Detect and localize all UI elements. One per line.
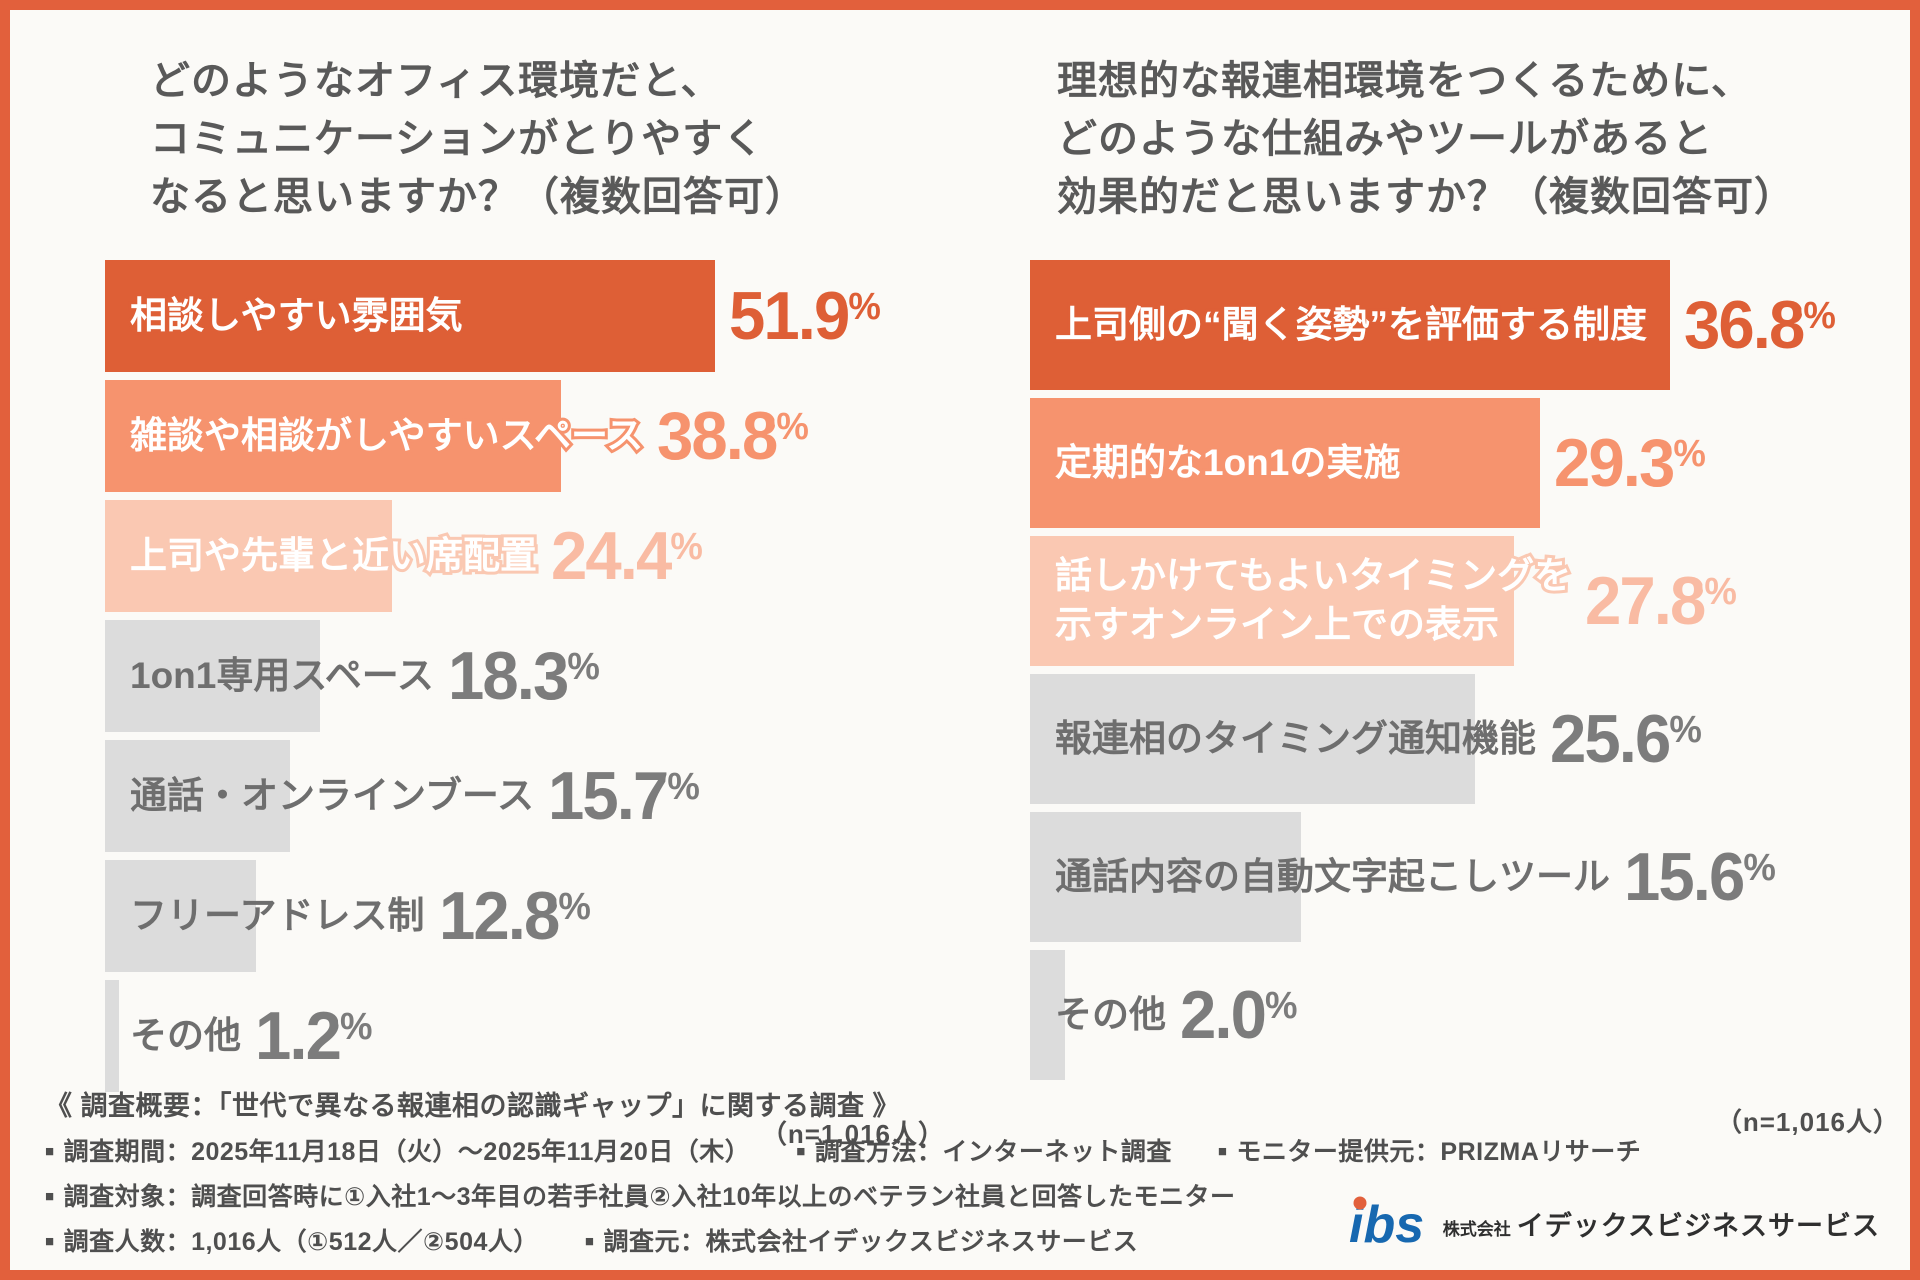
company-name: 株式会社 イデックスビジネスサービス — [1442, 1210, 1880, 1241]
chart-title-line: どのような仕組みやツールがあると — [1057, 117, 1713, 161]
bar-row: フリーアドレス制 12.8% — [105, 860, 945, 972]
chart-title-line: コミュニケーションがとりやすく — [150, 117, 765, 161]
survey-detail-line: ■ 調査期間：2025年11月18日（火）〜2025年11月20日（木） ■ 調査方法… — [45, 1132, 1641, 1168]
chart-ideal-tools: 理想的な報連相環境をつくるために、 どのような仕組みやツールがあると効果的だと思い… — [1030, 52, 1900, 1139]
square-bullet-icon: ■ — [1217, 1142, 1228, 1160]
sample-size-label: （n=1,016人） — [1715, 1107, 1900, 1137]
bar-fill — [105, 380, 562, 492]
bar-fill — [105, 500, 392, 612]
bar-value-label: 51.9% — [726, 275, 884, 357]
survey-overview-heading: 《 調査概要：「世代で異なる報連相の認識ギャップ」に関する調査 》 — [45, 1091, 901, 1121]
chart-title-line: なると思いますか？（複数回答可） — [150, 175, 806, 219]
bar-value-label: 2.0% — [1177, 974, 1300, 1056]
survey-detail-item: ■ 調査方法：インターネット調査 — [796, 1138, 1172, 1166]
bar-value-label: 24.4% — [548, 515, 706, 597]
bar-row: 1on1専用スペース 18.3% — [105, 620, 945, 732]
sample-size-label: （n=1,016人） — [760, 1119, 945, 1149]
bar-category-label: 通話内容の自動文字起こしツール — [1055, 855, 1610, 897]
bar-row: 話しかけてもよいタイミングを 示すオンライン上での表示 27.8% — [1030, 536, 1900, 666]
survey-detail-item: ■ 調査元：株式会社イデックスビジネスサービス — [584, 1228, 1139, 1256]
survey-detail-line: ■ 調査対象：調査回答時に①入社1〜3年目の若手社員②入社10年以上のベテラン社員… — [45, 1177, 1641, 1213]
bar-row: 通話内容の自動文字起こしツール 15.6% — [1030, 812, 1900, 942]
bar-category-label: 雑談や相談がしやすいスペース — [127, 412, 646, 459]
bar-fill — [105, 980, 120, 1092]
bar-row: その他 2.0% — [1030, 950, 1900, 1080]
bar-row: 通話・オンラインブース 15.7% — [105, 740, 945, 852]
bar-row: 上司側の“聞く姿勢”を評価する制度 36.8% — [1030, 260, 1900, 390]
bar-value-label: 36.8% — [1681, 284, 1839, 366]
bar-category-label: 上司や先輩と近い席配置 — [127, 532, 540, 579]
bar-value-label: 38.8% — [654, 395, 812, 477]
company-logo: ibs 株式会社 イデックスビジネスサービス — [1347, 1194, 1880, 1252]
survey-detail-item: ■ 調査期間：2025年11月18日（火）〜2025年11月20日（木） — [45, 1138, 751, 1166]
bar-category-label: フリーアドレス制 — [130, 894, 425, 936]
bar-value-label: 18.3% — [445, 635, 603, 717]
bar-category-label: 1on1専用スペース — [130, 654, 434, 696]
company-prefix: 株式会社 — [1442, 1219, 1511, 1239]
bar-category-label: その他 — [130, 1014, 241, 1056]
bar-fill — [1030, 674, 1476, 804]
bar-row: 雑談や相談がしやすいスペース 38.8% — [105, 380, 945, 492]
bar-value-label: 12.8% — [436, 875, 594, 957]
bar-fill — [105, 620, 321, 732]
survey-detail-item: ■ モニター提供元：PRIZMAリサーチ — [1217, 1138, 1642, 1166]
bar-fill — [1030, 260, 1671, 390]
bar-fill — [105, 260, 716, 372]
bar-category-label: 定期的な1on1の実施 — [1052, 439, 1403, 486]
survey-detail-line: ■ 調査人数：1,016人（①512人／②504人） ■ 調査元：株式会社イデックスビ… — [45, 1222, 1641, 1258]
bar-value-label: 25.6% — [1547, 698, 1705, 780]
bar-category-label: 通話・オンラインブース — [130, 774, 535, 816]
square-bullet-icon: ■ — [45, 1187, 55, 1205]
bar-row: 相談しやすい雰囲気 51.9% — [105, 260, 945, 372]
chart-title-line: 効果的だと思いますか？（複数回答可） — [1057, 175, 1795, 219]
bar-value-label: 1.2% — [252, 995, 375, 1077]
chart-title: 理想的な報連相環境をつくるために、 どのような仕組みやツールがあると効果的だと思い… — [1057, 52, 1900, 226]
bar-category-label: 報連相のタイミング通知機能 — [1055, 717, 1536, 759]
bar-row: 報連相のタイミング通知機能 25.6% — [1030, 674, 1900, 804]
bar-value-label: 15.7% — [545, 755, 703, 837]
bar-value-label: 15.6% — [1621, 836, 1779, 918]
chart-office-environment: どのようなオフィス環境だと、 コミュニケーションがとりやすく なると思いますか？（複… — [105, 52, 945, 1151]
bar-fill — [1030, 398, 1540, 528]
bar-row: 上司や先輩と近い席配置 24.4% — [105, 500, 945, 612]
bar-value-label: 27.8% — [1582, 560, 1740, 642]
chart-title-line: どのようなオフィス環境だと、 — [150, 59, 722, 103]
survey-detail-item: ■ 調査人数：1,016人（①512人／②504人） — [45, 1228, 539, 1256]
ibs-logo-icon: ibs — [1349, 1196, 1424, 1252]
bar-category-label: その他 — [1055, 993, 1166, 1035]
bar-category-label: 相談しやすい雰囲気 — [127, 292, 466, 339]
survey-detail-item: ■ 調査対象：調査回答時に①入社1〜3年目の若手社員②入社10年以上のベテラン社員… — [45, 1183, 1236, 1211]
bar-fill — [1030, 950, 1065, 1080]
bar-row: 定期的な1on1の実施 29.3% — [1030, 398, 1900, 528]
bar-row: その他 1.2% — [105, 980, 945, 1092]
bar-chart: 相談しやすい雰囲気 51.9% 雑談や相談がしやすいスペース 38.8% 上司や先輩と近… — [105, 260, 945, 1092]
chart-title-line: 理想的な報連相環境をつくるために、 — [1057, 59, 1752, 103]
bar-category-label: 話しかけてもよいタイミングを 示すオンライン上での表示 — [1052, 552, 1574, 648]
square-bullet-icon: ■ — [45, 1232, 55, 1250]
bar-category-label: 上司側の“聞く姿勢”を評価する制度 — [1052, 301, 1650, 348]
bar-fill — [105, 740, 290, 852]
bar-value-label: 29.3% — [1551, 422, 1709, 504]
survey-overview-footer: 《 調査概要：「世代で異なる報連相の認識ギャップ」に関する調査 》 ■ 調査期間：… — [45, 1084, 1641, 1258]
square-bullet-icon: ■ — [584, 1232, 595, 1250]
bar-chart: 上司側の“聞く姿勢”を評価する制度 36.8% 定期的な1on1の実施 29.3% 話し… — [1030, 260, 1900, 1080]
square-bullet-icon: ■ — [796, 1142, 806, 1160]
bar-fill — [1030, 812, 1302, 942]
square-bullet-icon: ■ — [45, 1142, 55, 1160]
chart-title: どのようなオフィス環境だと、 コミュニケーションがとりやすく なると思いますか？（複… — [150, 52, 945, 226]
bar-fill — [105, 860, 256, 972]
bar-fill — [1030, 536, 1514, 666]
